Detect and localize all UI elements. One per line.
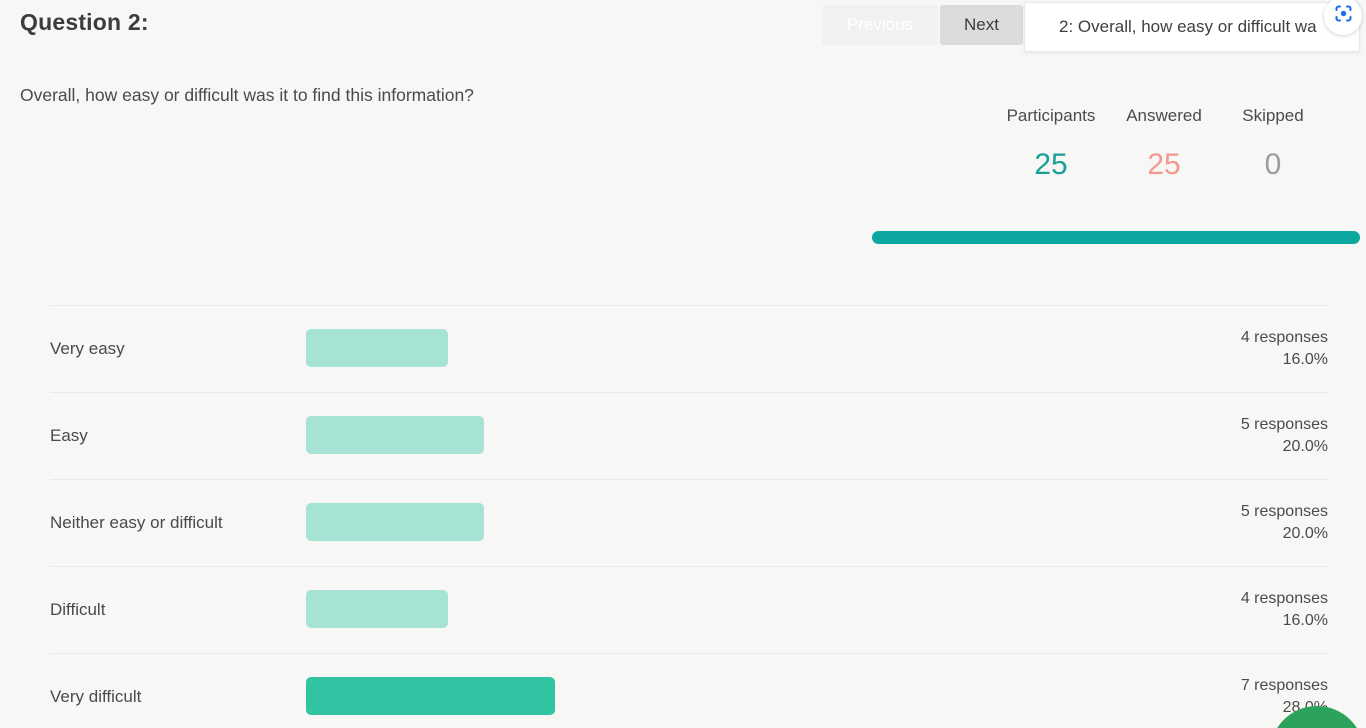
screen-capture-icon: [1333, 3, 1354, 29]
stat-value-answered: 25: [1147, 148, 1181, 181]
stat-label: Answered: [1126, 106, 1202, 125]
previous-button[interactable]: Previous: [822, 5, 938, 45]
stat-value-skipped: 0: [1264, 148, 1282, 181]
chart-row: Very easy 4 responses 16.0%: [0, 305, 1366, 392]
answer-label: Very difficult: [50, 686, 142, 706]
next-button[interactable]: Next: [940, 5, 1023, 45]
row-divider: [50, 479, 1328, 480]
response-percent: 16.0%: [1282, 350, 1328, 368]
stat-label: Skipped: [1242, 106, 1304, 125]
page-title: Question 2:: [20, 9, 149, 35]
row-divider: [50, 392, 1328, 393]
screen-capture-button[interactable]: [1324, 0, 1362, 35]
row-divider: [50, 566, 1328, 567]
completion-progress-bar: [872, 231, 1360, 244]
stat-answered: Answered 25: [1104, 106, 1224, 182]
answer-stats: 4 responses 16.0%: [1241, 588, 1328, 632]
answer-stats: 4 responses 16.0%: [1241, 327, 1328, 371]
response-percent: 16.0%: [1282, 611, 1328, 629]
answer-label: Easy: [50, 425, 88, 445]
question-text: Overall, how easy or difficult was it to…: [20, 85, 474, 105]
answer-label: Neither easy or difficult: [50, 512, 223, 532]
answer-bar: [306, 329, 449, 367]
stat-participants: Participants 25: [985, 106, 1117, 182]
response-percent: 20.0%: [1282, 524, 1328, 542]
stat-label: Participants: [1006, 106, 1096, 125]
answer-stats: 5 responses 20.0%: [1241, 501, 1328, 545]
row-divider: [50, 305, 1328, 306]
stat-value-participants: 25: [1034, 148, 1068, 181]
answer-bar: [306, 677, 556, 715]
answer-bar: [306, 590, 449, 628]
answer-stats: 5 responses 20.0%: [1241, 414, 1328, 458]
response-count: 4 responses: [1240, 328, 1328, 346]
response-count: 7 responses: [1240, 676, 1328, 694]
chart-row: Difficult 4 responses 16.0%: [0, 566, 1366, 653]
question-selector-value: 2: Overall, how easy or difficult wa: [1059, 17, 1317, 36]
stat-skipped: Skipped 0: [1213, 106, 1333, 182]
chart-row: Neither easy or difficult 5 responses 20…: [0, 479, 1366, 566]
chart-row: Very difficult 7 responses 28.0%: [0, 653, 1366, 728]
answer-bar: [306, 416, 484, 454]
answer-bar: [306, 503, 484, 541]
response-count: 4 responses: [1240, 589, 1328, 607]
response-count: 5 responses: [1240, 415, 1328, 433]
response-percent: 20.0%: [1282, 437, 1328, 455]
chart-row: Easy 5 responses 20.0%: [0, 392, 1366, 479]
response-count: 5 responses: [1240, 502, 1328, 520]
answers-bar-chart: Very easy 4 responses 16.0% Easy 5 respo…: [0, 305, 1366, 728]
answer-label: Difficult: [50, 599, 106, 619]
answer-label: Very easy: [50, 338, 125, 358]
row-divider: [50, 653, 1328, 654]
question-selector-dropdown[interactable]: 2: Overall, how easy or difficult wa: [1024, 2, 1360, 52]
chat-fab-button[interactable]: [1270, 706, 1364, 728]
